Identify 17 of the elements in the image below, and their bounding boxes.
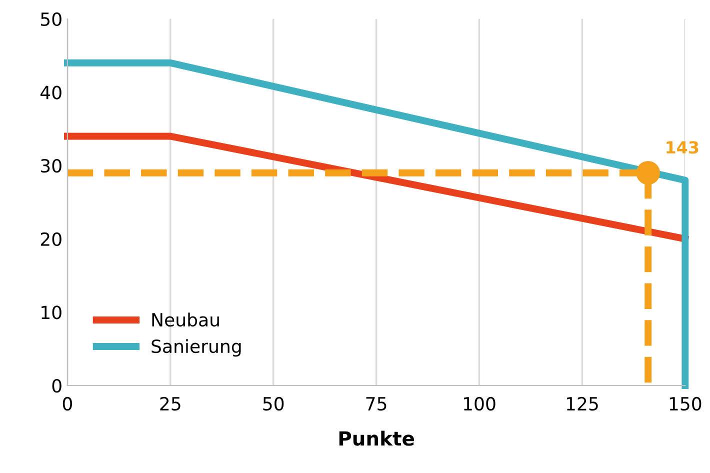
y-tick-label: 0	[52, 378, 62, 393]
y-tick-label: 10	[42, 306, 62, 320]
x-tick-label: 100	[464, 396, 496, 411]
y-tick-label: 50	[41, 12, 62, 26]
x-axis-title: Punkte	[339, 430, 414, 446]
y-tick-label: 30	[40, 159, 62, 173]
x-tick-label: 125	[566, 396, 598, 411]
x-tick-label: 150	[670, 396, 702, 411]
x-tick-label: 50	[263, 396, 284, 411]
legend-label: Neubau	[152, 312, 219, 327]
x-tick-label: 0	[62, 396, 72, 411]
x-tick-label: 25	[160, 396, 180, 411]
y-tick-label: 20	[40, 232, 62, 246]
annotation: 143	[666, 141, 698, 154]
y-tick-label: 40	[40, 86, 62, 100]
legend-label: Sanierung	[152, 339, 241, 357]
x-tick-label: 75	[366, 397, 386, 411]
